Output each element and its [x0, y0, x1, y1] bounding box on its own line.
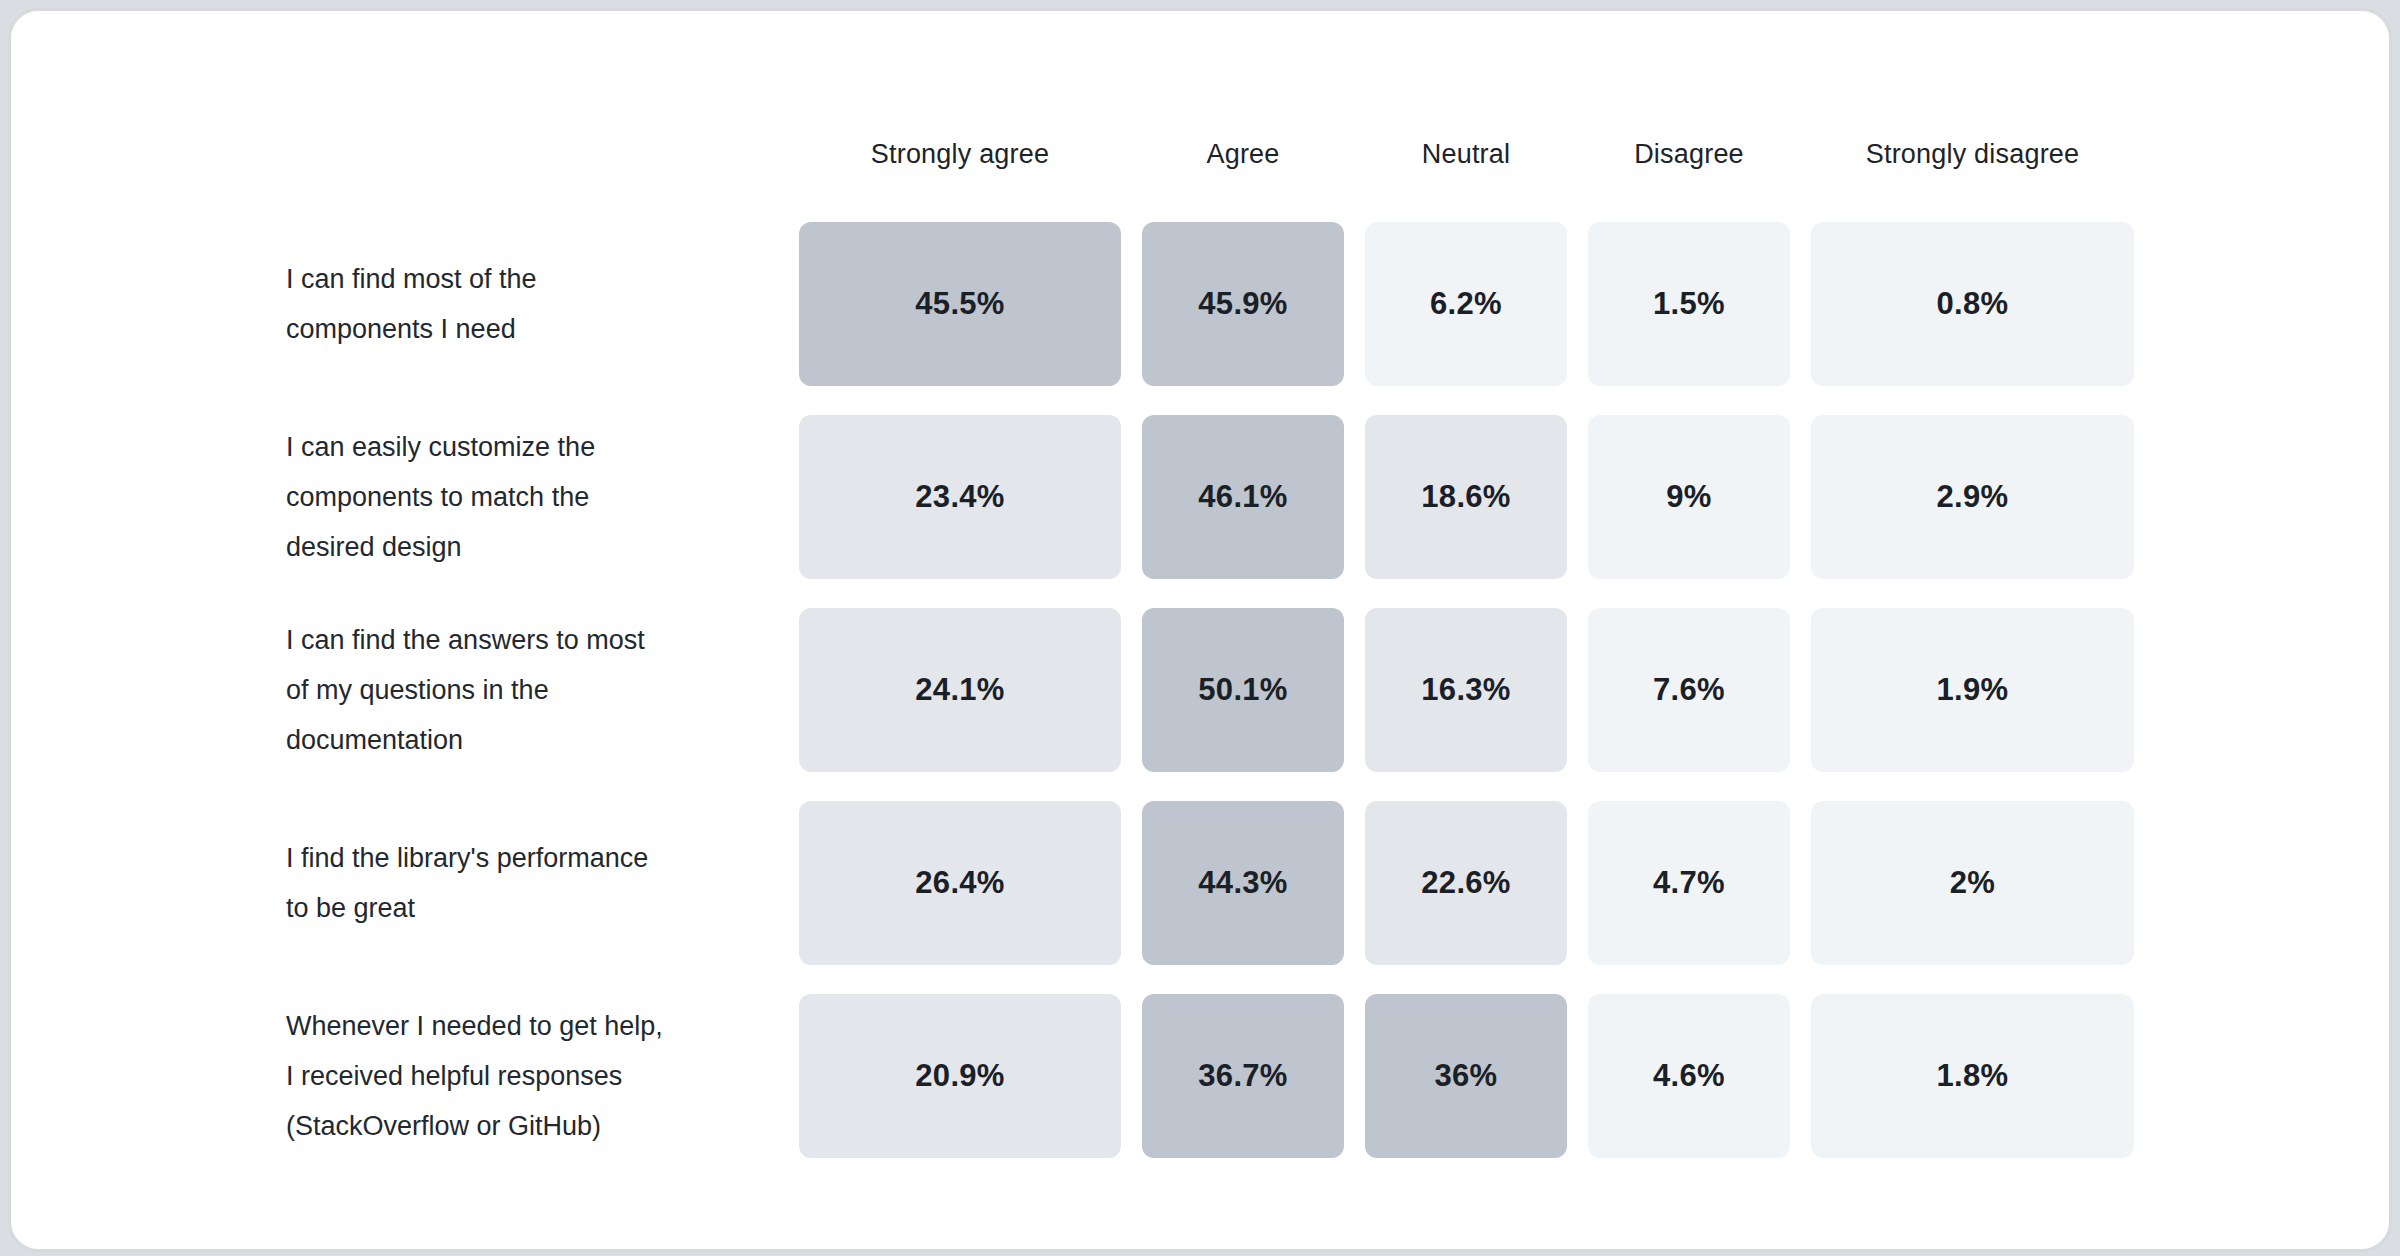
page-background: Strongly agree Agree Neutral Disagree St…	[0, 0, 2400, 1256]
heatmap-cell: 26.4%	[799, 801, 1121, 965]
heatmap-cell: 45.9%	[1142, 222, 1344, 386]
row-label-customize-components: I can easily customize the components to…	[286, 415, 778, 579]
heatmap-cell: 7.6%	[1588, 608, 1790, 772]
heatmap-cell: 18.6%	[1365, 415, 1567, 579]
heatmap-cell: 36.7%	[1142, 994, 1344, 1158]
heatmap-cell: 22.6%	[1365, 801, 1567, 965]
heatmap-cell: 4.7%	[1588, 801, 1790, 965]
column-header-strongly-agree: Strongly agree	[799, 115, 1121, 193]
heatmap-cell: 44.3%	[1142, 801, 1344, 965]
heatmap-cell: 46.1%	[1142, 415, 1344, 579]
survey-heatmap-grid: Strongly agree Agree Neutral Disagree St…	[286, 115, 2134, 1158]
heatmap-cell: 1.5%	[1588, 222, 1790, 386]
heatmap-cell: 50.1%	[1142, 608, 1344, 772]
heatmap-cell: 4.6%	[1588, 994, 1790, 1158]
heatmap-cell: 24.1%	[799, 608, 1121, 772]
heatmap-cell: 9%	[1588, 415, 1790, 579]
heatmap-cell: 23.4%	[799, 415, 1121, 579]
heatmap-cell: 1.8%	[1811, 994, 2134, 1158]
heatmap-cell: 36%	[1365, 994, 1567, 1158]
column-header-strongly-disagree: Strongly disagree	[1811, 115, 2134, 193]
heatmap-cell: 16.3%	[1365, 608, 1567, 772]
heatmap-cell: 1.9%	[1811, 608, 2134, 772]
heatmap-cell: 2.9%	[1811, 415, 2134, 579]
heatmap-cell: 6.2%	[1365, 222, 1567, 386]
header-spacer	[286, 115, 778, 193]
column-header-agree: Agree	[1142, 115, 1344, 193]
row-label-documentation-answers: I can find the answers to most of my que…	[286, 608, 778, 772]
row-label-library-performance: I find the library's performance to be g…	[286, 801, 778, 965]
heatmap-cell: 0.8%	[1811, 222, 2134, 386]
row-label-find-components: I can find most of the components I need	[286, 222, 778, 386]
column-header-disagree: Disagree	[1588, 115, 1790, 193]
heatmap-cell: 2%	[1811, 801, 2134, 965]
heatmap-cell: 20.9%	[799, 994, 1121, 1158]
survey-heatmap-card: Strongly agree Agree Neutral Disagree St…	[8, 8, 2392, 1252]
heatmap-cell: 45.5%	[799, 222, 1121, 386]
row-label-helpful-responses: Whenever I needed to get help, I receive…	[286, 994, 778, 1158]
column-header-neutral: Neutral	[1365, 115, 1567, 193]
